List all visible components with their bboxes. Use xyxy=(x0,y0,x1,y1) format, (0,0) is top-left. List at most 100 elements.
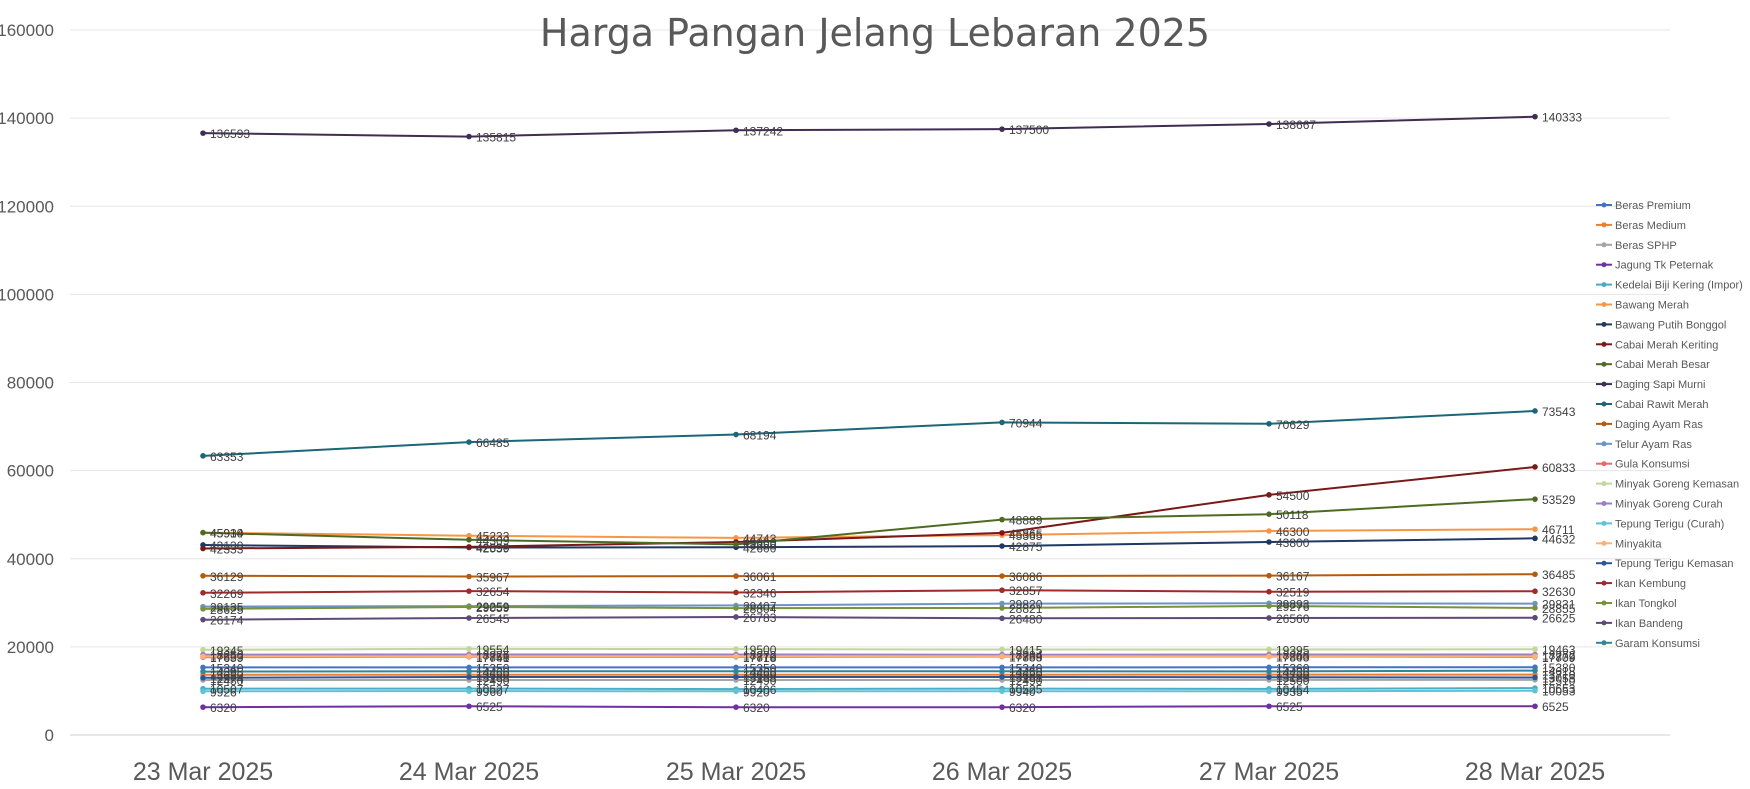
data-point xyxy=(1266,615,1272,621)
data-point xyxy=(466,653,472,660)
legend-label: Cabai Merah Keriting xyxy=(1615,339,1718,351)
series-line xyxy=(202,537,1536,549)
data-point xyxy=(1532,113,1538,120)
data-label: 19345 xyxy=(210,644,244,658)
data-point xyxy=(999,573,1005,579)
legend-marker xyxy=(1601,640,1607,646)
data-point xyxy=(999,126,1005,132)
data-label: 28821 xyxy=(1009,602,1043,616)
data-label: 9960 xyxy=(476,685,503,699)
data-point xyxy=(466,532,472,539)
y-tick-label: 120000 xyxy=(0,197,54,216)
data-point xyxy=(200,704,206,710)
data-label: 28855 xyxy=(1542,602,1576,616)
data-point xyxy=(1532,614,1538,621)
data-point xyxy=(733,688,739,695)
x-tick-label: 23 Mar 2025 xyxy=(133,758,273,786)
data-label: 29059 xyxy=(476,601,510,615)
data-label: 26560 xyxy=(1276,612,1310,626)
data-point xyxy=(200,573,206,579)
data-label: 42600 xyxy=(743,541,777,555)
legend-label: Cabai Rawit Merah xyxy=(1615,399,1709,411)
legend-label: Bawang Merah xyxy=(1615,300,1689,312)
data-label: 13168 xyxy=(743,671,777,685)
legend-label: Kedelai Biji Kering (Impor) xyxy=(1615,280,1743,292)
data-label: 13700 xyxy=(1276,669,1310,683)
data-point xyxy=(1532,605,1538,611)
legend-label: Gula Konsumsi xyxy=(1615,459,1690,471)
data-point xyxy=(1266,646,1272,653)
data-label: 17741 xyxy=(476,651,510,665)
data-label: 68194 xyxy=(743,429,777,443)
data-point xyxy=(999,615,1005,622)
data-point xyxy=(733,668,739,675)
data-label: 12974 xyxy=(210,672,244,686)
data-point xyxy=(1266,653,1272,660)
data-point xyxy=(1266,674,1272,680)
data-point xyxy=(1532,588,1538,595)
data-label: 14618 xyxy=(1542,665,1576,679)
series-line xyxy=(202,498,1536,546)
data-label: 17789 xyxy=(1009,651,1043,665)
data-label: 6525 xyxy=(1276,700,1303,714)
data-point xyxy=(999,646,1005,653)
data-point xyxy=(999,543,1005,549)
data-point xyxy=(1266,511,1272,517)
data-label: 13680 xyxy=(210,669,244,683)
data-point xyxy=(999,704,1005,710)
data-point xyxy=(466,646,472,652)
data-label: 29820 xyxy=(1009,598,1043,612)
data-label: 17833 xyxy=(210,650,244,664)
data-point xyxy=(1532,646,1538,653)
data-label: 63353 xyxy=(210,450,244,464)
data-label: 10454 xyxy=(1276,683,1310,697)
data-point xyxy=(1532,600,1538,607)
data-label: 32654 xyxy=(476,585,510,599)
data-label: 135815 xyxy=(476,131,516,145)
data-point xyxy=(200,529,206,536)
data-point xyxy=(1266,664,1272,671)
legend-label: Tepung Terigu (Curah) xyxy=(1615,518,1724,530)
series-line xyxy=(202,573,1536,578)
legend-marker xyxy=(1601,222,1607,228)
legend-label: Daging Ayam Ras xyxy=(1615,419,1703,431)
data-label: 14450 xyxy=(1009,665,1043,679)
data-point xyxy=(200,606,206,612)
series-line xyxy=(202,115,1536,138)
data-label: 13710 xyxy=(1542,669,1576,683)
data-label: 32519 xyxy=(1276,586,1310,600)
data-point xyxy=(999,516,1005,523)
series-line xyxy=(202,604,1536,610)
data-label: 6320 xyxy=(1009,701,1036,715)
data-label: 9920 xyxy=(743,685,770,699)
data-label: 43800 xyxy=(1276,536,1310,550)
data-label: 26783 xyxy=(743,611,777,625)
data-label: 12480 xyxy=(210,674,244,688)
data-label: 60833 xyxy=(1542,461,1576,475)
data-point xyxy=(999,668,1005,675)
data-point xyxy=(1266,572,1272,579)
legend-label: Ikan Bandeng xyxy=(1615,618,1683,630)
data-label: 18272 xyxy=(1542,648,1576,662)
data-label: 14395 xyxy=(210,666,244,680)
data-point xyxy=(1532,667,1538,674)
data-label: 18276 xyxy=(476,648,510,662)
data-point xyxy=(733,646,739,652)
legend-label: Ikan Kembung xyxy=(1615,578,1686,590)
legend-marker xyxy=(1601,421,1607,427)
data-point xyxy=(200,130,206,136)
data-label: 28804 xyxy=(743,602,777,616)
data-label: 17839 xyxy=(1542,650,1576,664)
series-line xyxy=(202,466,1536,550)
x-tick-label: 27 Mar 2025 xyxy=(1199,758,1339,786)
data-point xyxy=(200,668,206,675)
data-point xyxy=(200,545,206,552)
data-label: 137242 xyxy=(743,124,783,138)
x-tick-label: 26 Mar 2025 xyxy=(932,758,1072,786)
data-label: 36129 xyxy=(210,570,244,584)
data-label: 42690 xyxy=(476,541,510,555)
data-label: 44632 xyxy=(1542,532,1576,546)
data-label: 36167 xyxy=(1276,570,1310,584)
data-label: 46300 xyxy=(1276,525,1310,539)
data-label: 9926 xyxy=(210,685,237,699)
